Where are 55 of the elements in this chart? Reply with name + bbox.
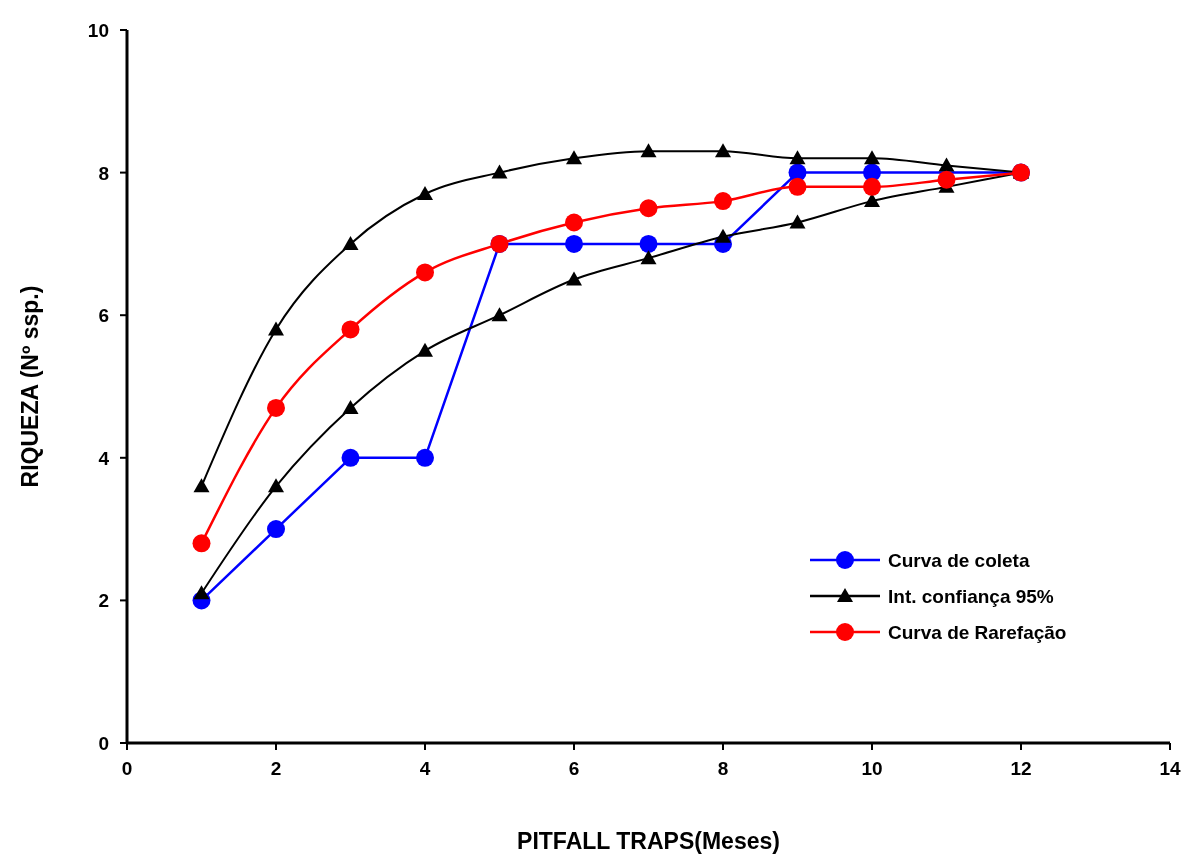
point (267, 398, 285, 417)
x-tick-label: 10 (861, 758, 883, 779)
point (566, 271, 582, 286)
x-tick-label: 0 (121, 758, 133, 779)
y-tick-label: 10 (87, 20, 109, 41)
point (267, 520, 285, 539)
point (192, 534, 211, 553)
point (416, 263, 434, 282)
legend-label: Int. confiança 95% (888, 586, 1054, 607)
x-tick-label: 12 (1010, 758, 1032, 779)
point (639, 199, 658, 218)
x-tick-label: 6 (568, 758, 580, 779)
legend-label: Curva de Rarefação (888, 622, 1067, 643)
point (938, 157, 955, 172)
y-axis-title: RIQUEZA (Nº ssp.) (17, 285, 43, 488)
x-tick-label: 4 (419, 758, 431, 779)
point (863, 177, 881, 196)
legend-label: Curva de coleta (888, 550, 1030, 571)
point (491, 307, 508, 322)
point (789, 150, 806, 165)
point (491, 164, 508, 179)
point (640, 250, 657, 265)
y-tick-label: 2 (98, 590, 109, 612)
point (193, 478, 210, 493)
point (565, 213, 583, 232)
y-tick-label: 6 (98, 305, 109, 327)
point (937, 170, 956, 189)
point (342, 399, 359, 414)
point (789, 214, 806, 229)
y-tick-label: 8 (98, 162, 109, 184)
x-tick-label: 2 (270, 758, 282, 779)
point (640, 143, 657, 158)
point (417, 342, 433, 357)
y-tick-label: 0 (98, 733, 109, 754)
point (864, 193, 880, 208)
point (268, 478, 284, 493)
point (193, 585, 210, 600)
point (341, 448, 360, 467)
point (715, 143, 731, 158)
x-axis-title: PITFALL TRAPS(Meses) (517, 828, 780, 854)
point (417, 185, 433, 200)
point (342, 235, 359, 250)
point (268, 321, 284, 336)
point (714, 192, 732, 211)
point (416, 448, 434, 467)
y-tick-label: 4 (98, 447, 110, 469)
point (715, 228, 731, 243)
x-tick-label: 14 (1159, 758, 1181, 779)
point (341, 320, 360, 339)
point (788, 177, 807, 196)
point (566, 150, 582, 165)
point (639, 234, 658, 253)
x-tick-label: 8 (717, 758, 729, 779)
point (565, 234, 583, 253)
point (864, 150, 880, 165)
